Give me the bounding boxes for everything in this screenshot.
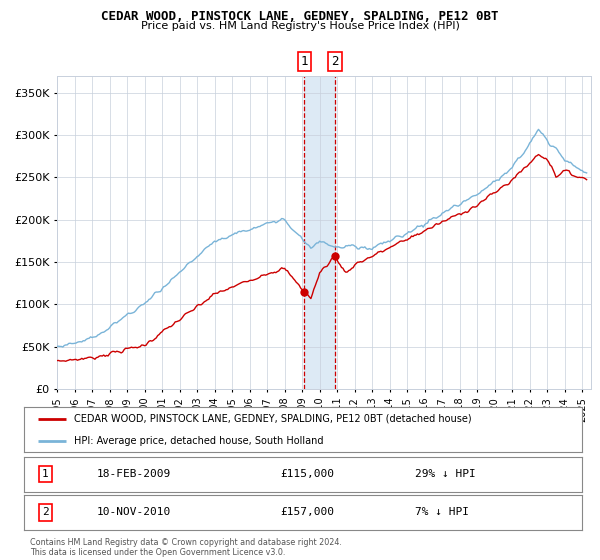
Text: Contains HM Land Registry data © Crown copyright and database right 2024.
This d: Contains HM Land Registry data © Crown c… (30, 538, 342, 557)
Text: 10-NOV-2010: 10-NOV-2010 (97, 507, 171, 517)
Bar (304, 76, 335, 389)
Text: 2: 2 (42, 507, 49, 517)
Text: 7% ↓ HPI: 7% ↓ HPI (415, 507, 469, 517)
Text: Price paid vs. HM Land Registry's House Price Index (HPI): Price paid vs. HM Land Registry's House … (140, 21, 460, 31)
Text: CEDAR WOOD, PINSTOCK LANE, GEDNEY, SPALDING, PE12 0BT: CEDAR WOOD, PINSTOCK LANE, GEDNEY, SPALD… (101, 10, 499, 23)
Text: £157,000: £157,000 (281, 507, 335, 517)
Text: 18-FEB-2009: 18-FEB-2009 (97, 469, 171, 479)
Text: 29% ↓ HPI: 29% ↓ HPI (415, 469, 475, 479)
Text: £115,000: £115,000 (281, 469, 335, 479)
Text: HPI: Average price, detached house, South Holland: HPI: Average price, detached house, Sout… (74, 436, 324, 446)
Text: 1: 1 (42, 469, 49, 479)
Text: CEDAR WOOD, PINSTOCK LANE, GEDNEY, SPALDING, PE12 0BT (detached house): CEDAR WOOD, PINSTOCK LANE, GEDNEY, SPALD… (74, 414, 472, 424)
Text: 2: 2 (331, 55, 338, 68)
Text: 1: 1 (301, 55, 308, 68)
